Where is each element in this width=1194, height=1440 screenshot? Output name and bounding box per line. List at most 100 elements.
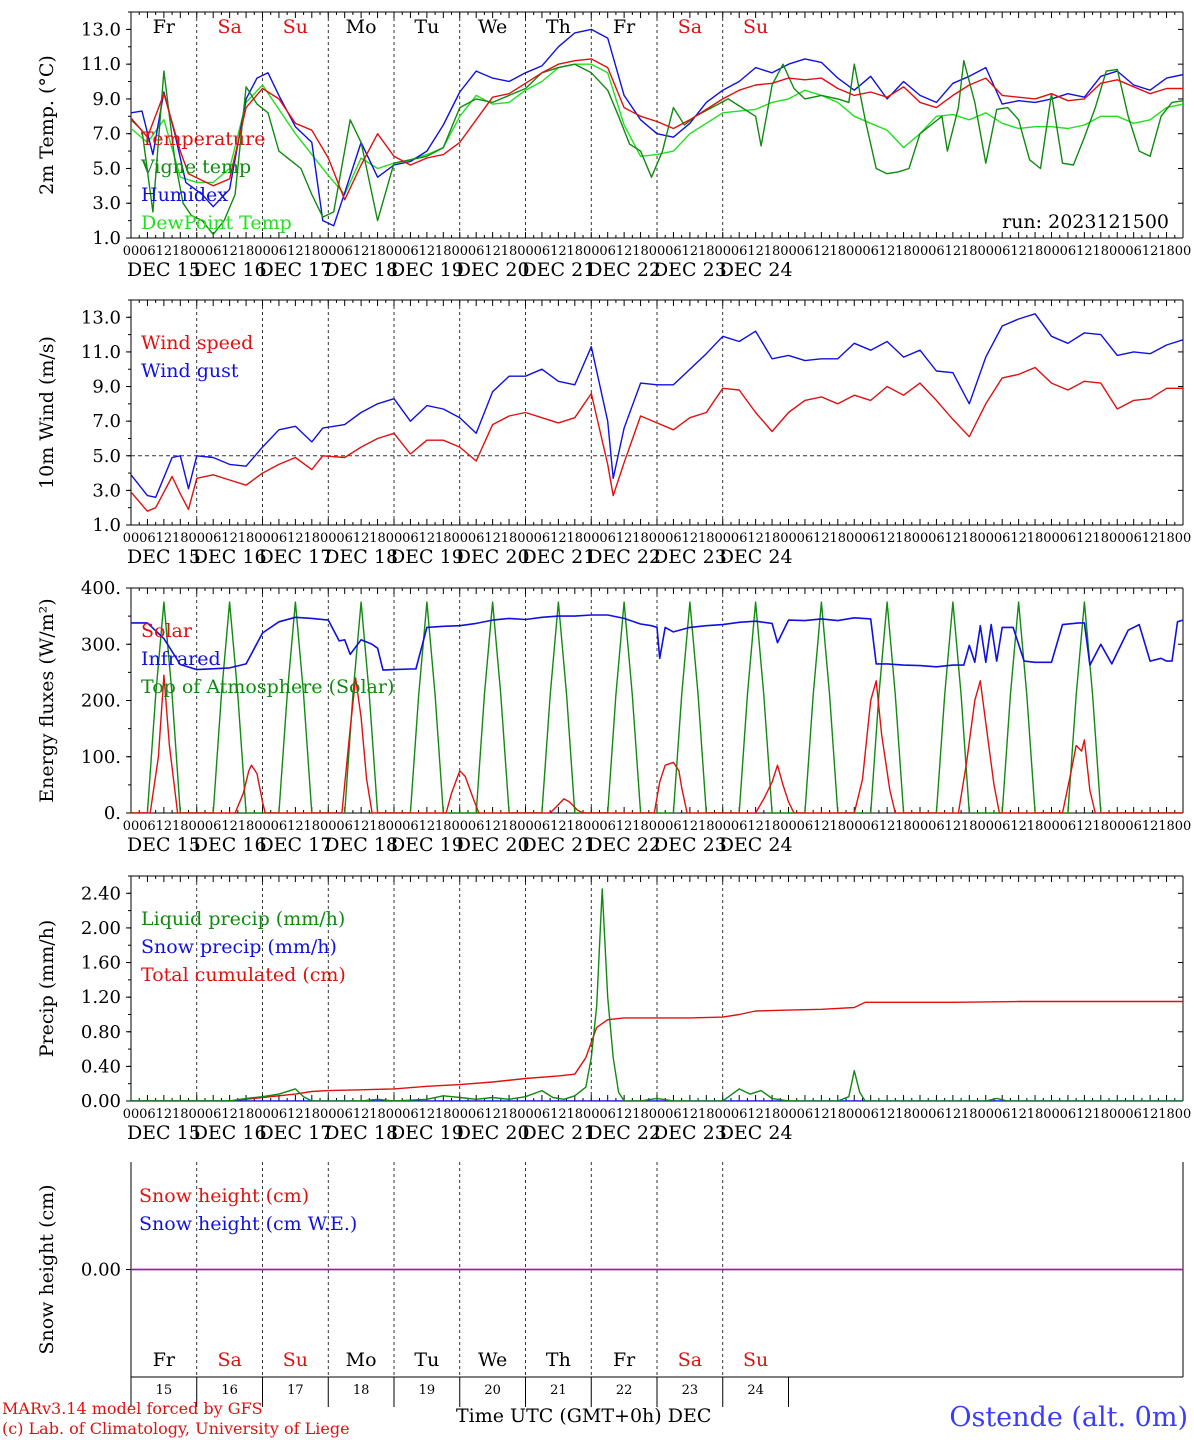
hour-tick-label: 18 (632, 531, 649, 546)
hour-tick-label: 12 (156, 819, 173, 834)
weekday-label: Sa (217, 1349, 241, 1371)
hour-tick-label: 12 (945, 531, 962, 546)
hour-tick-label: 06 (797, 531, 814, 546)
hour-tick-label: 06 (862, 819, 879, 834)
hour-tick-label: 06 (139, 819, 156, 834)
hour-tick-label: 00 (977, 244, 994, 259)
day-number-label: 19 (419, 1383, 436, 1398)
hour-tick-label: 00 (1043, 1107, 1060, 1122)
hour-tick-label: 06 (534, 819, 551, 834)
hour-tick-label: 00 (123, 819, 140, 834)
legend-entry: Wind speed (141, 332, 253, 354)
hour-tick-label: 18 (1093, 244, 1110, 259)
y-tick-label: 100. (81, 747, 121, 768)
day-number-label: 22 (616, 1383, 633, 1398)
legend-entry: Vigne temp (140, 156, 251, 178)
hour-tick-label: 06 (994, 244, 1011, 259)
day-label: DEC 20 (456, 1122, 530, 1144)
day-number-label: 15 (156, 1383, 173, 1398)
hour-tick-label: 06 (599, 244, 616, 259)
hour-tick-label: 00 (583, 819, 600, 834)
hour-tick-label: 12 (813, 1107, 830, 1122)
hour-tick-label: 12 (353, 1107, 370, 1122)
credit-line-2: (c) Lab. of Climatology, University of L… (2, 1419, 350, 1438)
hour-tick-label: 12 (287, 244, 304, 259)
weekday-label: Mo (346, 1349, 377, 1371)
hour-tick-label: 18 (1158, 531, 1175, 546)
hour-tick-label: 12 (484, 531, 501, 546)
day-label: DEC 22 (587, 546, 661, 568)
y-tick-label: 0.80 (81, 1022, 121, 1043)
hour-tick-label: 18 (501, 819, 518, 834)
legend-entry: DewPoint Temp (141, 212, 292, 234)
hour-tick-label: 06 (797, 1107, 814, 1122)
hour-tick-label: 18 (567, 531, 584, 546)
day-label: DEC 20 (456, 834, 530, 856)
hour-tick-label: 18 (1027, 819, 1044, 834)
hour-tick-label: 12 (156, 1107, 173, 1122)
hour-tick-label: 00 (846, 244, 863, 259)
hour-tick-label: 00 (451, 531, 468, 546)
hour-tick-label: 06 (1060, 531, 1077, 546)
legend-entry: Solar (141, 620, 193, 642)
day-label: DEC 19 (390, 546, 464, 568)
hour-tick-label: 00 (977, 1107, 994, 1122)
hour-tick-label: 18 (369, 1107, 386, 1122)
hour-tick-label: 06 (468, 531, 485, 546)
hour-tick-label: 06 (534, 244, 551, 259)
hour-tick-label: 00 (780, 819, 797, 834)
day-label: DEC 17 (258, 259, 332, 281)
hour-tick-label: 12 (287, 1107, 304, 1122)
hour-tick-label: 18 (501, 244, 518, 259)
day-label: DEC 15 (127, 834, 201, 856)
day-label: DEC 17 (258, 834, 332, 856)
hour-tick-label: 12 (616, 244, 633, 259)
hour-tick-label: 18 (567, 244, 584, 259)
hour-tick-label: 18 (1027, 244, 1044, 259)
hour-tick-label: 00 (846, 1107, 863, 1122)
hour-tick-label: 06 (797, 819, 814, 834)
hour-tick-label: 00 (1043, 244, 1060, 259)
hour-tick-label: 18 (304, 819, 321, 834)
hour-tick-label: 00 (780, 531, 797, 546)
day-label: DEC 23 (653, 259, 727, 281)
y-tick-label: 2.00 (81, 918, 121, 939)
day-label: DEC 15 (127, 546, 201, 568)
y-tick-label: 13.0 (81, 307, 121, 328)
weekday-label: Th (546, 16, 571, 38)
day-label: DEC 21 (521, 834, 595, 856)
hour-tick-label: 06 (205, 244, 222, 259)
hour-tick-label: 18 (304, 531, 321, 546)
hour-tick-label: 00 (451, 819, 468, 834)
hour-tick-label: 18 (764, 531, 781, 546)
hour-tick-label: 06 (731, 244, 748, 259)
hour-tick-label: 12 (616, 1107, 633, 1122)
hour-tick-label: 06 (139, 531, 156, 546)
hour-tick-label: 12 (1142, 244, 1159, 259)
day-label: DEC 17 (258, 1122, 332, 1144)
hour-tick-label: 00 (386, 1107, 403, 1122)
y-tick-label: 13.0 (81, 19, 121, 40)
hour-tick-label: 12 (419, 244, 436, 259)
day-label: DEC 19 (390, 834, 464, 856)
panel-1: 00 06 12 18 00 06 12 18 00 06 12 18 00 06 12 18 00 06 12 18… (36, 11, 1191, 281)
hour-tick-label: 06 (862, 531, 879, 546)
y-tick-label: 1.60 (81, 953, 121, 974)
hour-tick-label: 12 (484, 244, 501, 259)
day-label: DEC 16 (193, 259, 267, 281)
y-tick-label: 2.40 (81, 883, 121, 904)
hour-tick-label: 12 (682, 531, 699, 546)
hour-tick-label: 18 (830, 1107, 847, 1122)
hour-tick-label: 12 (1142, 531, 1159, 546)
hour-tick-label: 00 (1175, 1107, 1192, 1122)
hour-tick-label: 12 (353, 531, 370, 546)
y-tick-label: 200. (81, 691, 121, 712)
day-label: DEC 17 (258, 546, 332, 568)
legend-entry: Liquid precip (mm/h) (141, 908, 345, 930)
y-tick-label: 300. (81, 634, 121, 655)
series-line-infrared (131, 614, 1183, 671)
hour-tick-label: 18 (632, 819, 649, 834)
day-label: DEC 21 (521, 1122, 595, 1144)
weekday-label: Su (743, 16, 768, 38)
